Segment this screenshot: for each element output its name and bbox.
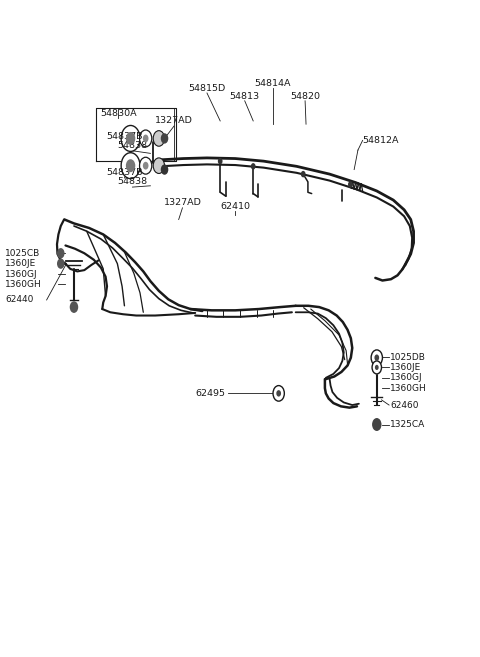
Text: 1360JE: 1360JE xyxy=(390,363,421,372)
Circle shape xyxy=(57,258,64,269)
Circle shape xyxy=(251,163,255,170)
Text: 54820: 54820 xyxy=(290,92,320,101)
Text: 54838: 54838 xyxy=(118,177,147,187)
Circle shape xyxy=(372,418,382,431)
Circle shape xyxy=(70,302,78,313)
Circle shape xyxy=(161,133,168,144)
Circle shape xyxy=(348,181,353,188)
Text: 62440: 62440 xyxy=(5,296,34,304)
Circle shape xyxy=(372,361,382,374)
Circle shape xyxy=(126,132,135,145)
Text: 1025CB: 1025CB xyxy=(5,249,40,258)
Circle shape xyxy=(153,158,165,173)
Circle shape xyxy=(374,354,379,361)
Circle shape xyxy=(126,159,135,172)
Text: 54838: 54838 xyxy=(118,141,147,150)
Text: 1327AD: 1327AD xyxy=(155,116,193,125)
Circle shape xyxy=(121,125,140,151)
Text: 1360GJ: 1360GJ xyxy=(5,269,38,279)
Text: 54814A: 54814A xyxy=(255,79,291,88)
Circle shape xyxy=(140,157,152,174)
Circle shape xyxy=(140,130,152,147)
Text: 1360GJ: 1360GJ xyxy=(390,373,422,382)
Text: 54815D: 54815D xyxy=(188,84,226,93)
Circle shape xyxy=(57,248,64,258)
Text: 62410: 62410 xyxy=(220,202,250,211)
Circle shape xyxy=(301,171,306,177)
Circle shape xyxy=(143,135,148,143)
Text: 1360GH: 1360GH xyxy=(5,280,42,289)
Text: 54812A: 54812A xyxy=(362,136,399,145)
Text: 62495: 62495 xyxy=(196,389,226,398)
Text: 54837B: 54837B xyxy=(106,132,143,141)
Text: 62460: 62460 xyxy=(390,401,419,409)
Text: 54837B: 54837B xyxy=(106,168,143,177)
Circle shape xyxy=(161,164,168,175)
Circle shape xyxy=(273,386,284,401)
Text: 1025DB: 1025DB xyxy=(390,353,426,361)
Circle shape xyxy=(121,152,140,179)
Circle shape xyxy=(153,131,165,147)
Text: 1360GH: 1360GH xyxy=(390,384,427,393)
Circle shape xyxy=(143,162,148,170)
Text: 1325CA: 1325CA xyxy=(390,420,425,429)
Text: 54813: 54813 xyxy=(229,92,260,101)
Circle shape xyxy=(218,158,223,164)
Circle shape xyxy=(371,350,383,365)
Text: 1327AD: 1327AD xyxy=(164,198,202,207)
Text: 54830A: 54830A xyxy=(100,108,137,118)
Text: 1360JE: 1360JE xyxy=(5,259,36,268)
Circle shape xyxy=(276,390,281,397)
Circle shape xyxy=(375,365,379,370)
